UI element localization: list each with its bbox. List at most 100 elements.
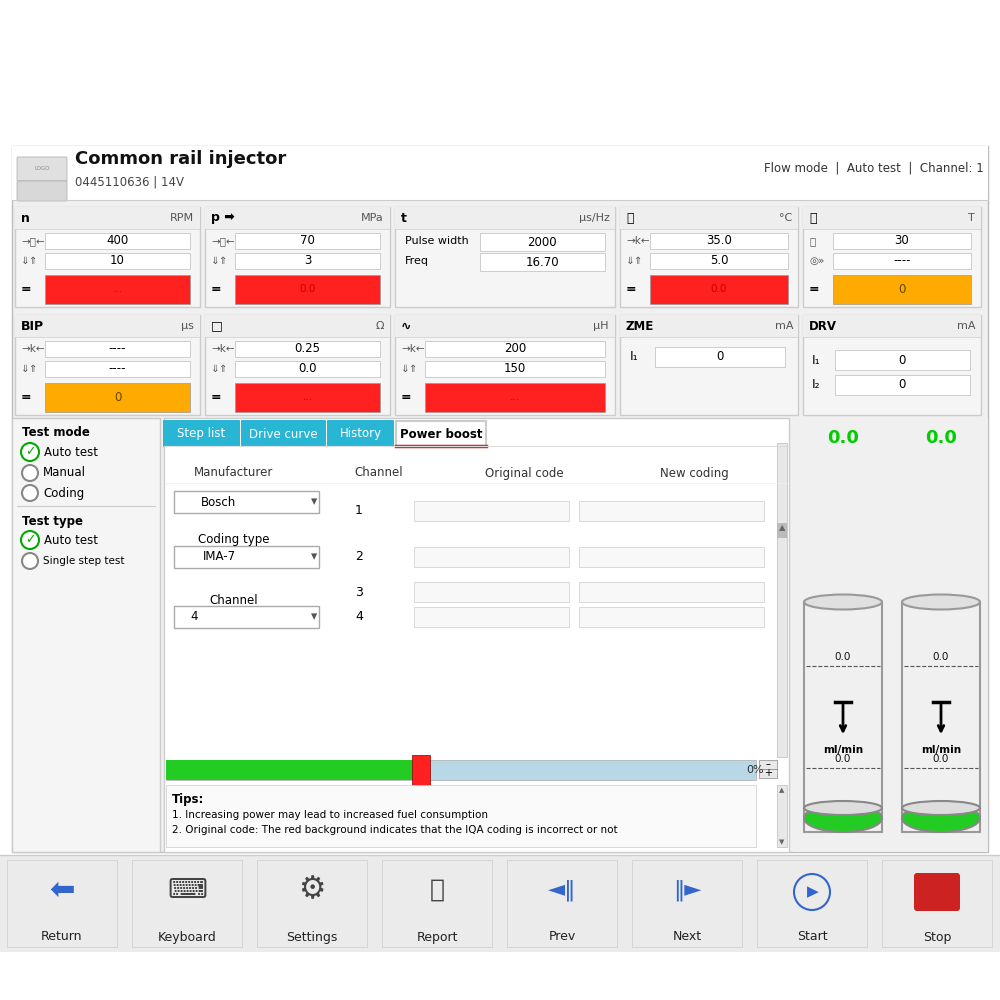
Bar	[579, 582, 764, 602]
Bar	[620, 207, 798, 229]
Text: ✓: ✓	[25, 446, 35, 458]
Text: μs: μs	[181, 321, 194, 331]
Bar	[655, 347, 785, 367]
Bar	[835, 375, 970, 395]
FancyBboxPatch shape	[395, 315, 615, 415]
Bar	[15, 315, 200, 337]
Text: 2: 2	[355, 550, 363, 564]
Text: 70: 70	[300, 234, 315, 247]
Text: Drive curve: Drive curve	[249, 428, 318, 440]
Bar	[833, 253, 971, 269]
Bar	[759, 760, 777, 769]
Bar	[480, 233, 605, 251]
Bar	[12, 146, 988, 200]
Ellipse shape	[902, 804, 980, 832]
Text: Auto test: Auto test	[44, 534, 98, 546]
Text: ----: ----	[109, 362, 126, 375]
Text: Next: Next	[672, 930, 702, 944]
Text: 200: 200	[504, 342, 526, 356]
FancyBboxPatch shape	[17, 157, 67, 181]
Text: 0.0: 0.0	[933, 652, 949, 662]
Bar	[777, 523, 787, 538]
Text: mA: mA	[774, 321, 793, 331]
Text: 📊: 📊	[430, 878, 444, 902]
Text: 0.0: 0.0	[835, 652, 851, 662]
FancyBboxPatch shape	[205, 207, 390, 307]
Text: °C: °C	[779, 213, 792, 223]
Bar	[835, 350, 970, 370]
Bar	[480, 253, 605, 271]
FancyBboxPatch shape	[15, 207, 200, 307]
Text: 0.0: 0.0	[298, 362, 317, 375]
Text: μH: μH	[594, 321, 609, 331]
FancyBboxPatch shape	[15, 315, 200, 415]
Bar	[45, 383, 190, 412]
Bar	[205, 315, 390, 337]
Text: Keyboard: Keyboard	[158, 930, 216, 944]
Text: ▲: ▲	[779, 524, 785, 532]
Text: →⭐←: →⭐←	[21, 236, 45, 246]
Bar	[395, 207, 615, 229]
Text: 2000: 2000	[527, 235, 557, 248]
Bar	[833, 233, 971, 249]
Text: Single step test: Single step test	[43, 556, 124, 566]
FancyBboxPatch shape	[241, 420, 326, 447]
Text: 4: 4	[355, 610, 363, 624]
Bar	[803, 315, 981, 337]
Text: ⏲: ⏲	[809, 236, 815, 246]
Text: ⇓⇑: ⇓⇑	[211, 364, 228, 374]
Bar	[650, 275, 788, 304]
Text: ⇓⇑: ⇓⇑	[401, 364, 418, 374]
Bar	[205, 207, 390, 229]
Bar	[579, 501, 764, 521]
Text: □: □	[211, 320, 223, 332]
Text: =: =	[21, 391, 32, 404]
Bar	[235, 383, 380, 412]
Ellipse shape	[22, 553, 38, 569]
Bar	[15, 207, 200, 229]
Text: Test mode: Test mode	[22, 426, 90, 440]
Text: Coding: Coding	[43, 487, 84, 499]
Text: Settings: Settings	[286, 930, 338, 944]
FancyBboxPatch shape	[396, 421, 486, 446]
Text: 0: 0	[898, 378, 906, 391]
Text: 0: 0	[716, 351, 724, 363]
Bar	[45, 361, 190, 377]
Text: Bosch: Bosch	[201, 495, 237, 508]
Text: DRV: DRV	[809, 320, 837, 332]
Text: 0.0: 0.0	[827, 429, 859, 447]
Text: Ω: Ω	[376, 321, 384, 331]
Bar	[45, 233, 190, 249]
Text: I₂: I₂	[812, 378, 821, 391]
Bar	[395, 315, 615, 337]
FancyBboxPatch shape	[12, 146, 988, 852]
Bar	[650, 253, 788, 269]
Text: ✓: ✓	[25, 534, 35, 546]
Text: 1. Increasing power may lead to increased fuel consumption: 1. Increasing power may lead to increase…	[172, 810, 488, 820]
FancyBboxPatch shape	[803, 207, 981, 307]
Text: =: =	[21, 283, 32, 296]
Text: MPa: MPa	[361, 213, 384, 223]
Bar	[579, 547, 764, 567]
Ellipse shape	[21, 443, 39, 461]
Text: T: T	[968, 213, 975, 223]
FancyBboxPatch shape	[803, 315, 981, 415]
Bar	[414, 501, 569, 521]
Text: =: =	[809, 283, 820, 296]
Ellipse shape	[804, 804, 882, 832]
Bar	[425, 361, 605, 377]
Ellipse shape	[22, 485, 38, 501]
Text: 150: 150	[504, 362, 526, 375]
Text: mA: mA	[958, 321, 976, 331]
Text: Manufacturer: Manufacturer	[194, 466, 274, 480]
Text: 🌡: 🌡	[626, 212, 634, 225]
Text: →k←: →k←	[626, 236, 650, 246]
FancyBboxPatch shape	[620, 207, 798, 307]
Text: 3: 3	[304, 254, 311, 267]
Text: 0.0: 0.0	[299, 284, 316, 294]
Text: Coding type: Coding type	[198, 534, 270, 546]
Text: 0445110636 | 14V: 0445110636 | 14V	[75, 176, 184, 188]
Text: ZME: ZME	[626, 320, 654, 332]
Text: 35.0: 35.0	[706, 234, 732, 247]
Ellipse shape	[21, 531, 39, 549]
